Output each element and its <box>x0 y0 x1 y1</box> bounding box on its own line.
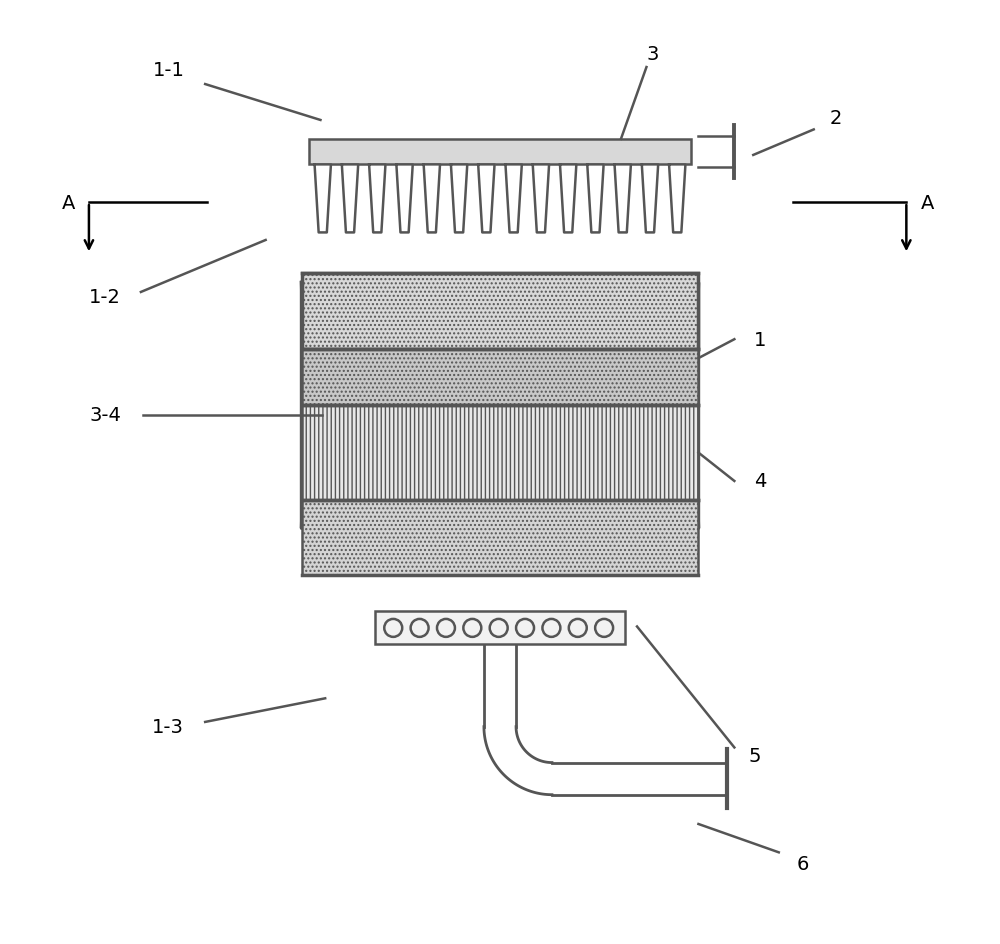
Polygon shape <box>587 165 604 233</box>
Polygon shape <box>669 165 685 233</box>
Text: 3: 3 <box>647 45 659 64</box>
Polygon shape <box>505 165 522 233</box>
Polygon shape <box>533 165 549 233</box>
Polygon shape <box>396 165 413 233</box>
Text: 1-3: 1-3 <box>151 717 183 736</box>
Bar <box>375 612 625 645</box>
Text: 2: 2 <box>829 109 842 127</box>
Polygon shape <box>560 165 576 233</box>
Text: 1: 1 <box>754 330 766 349</box>
Polygon shape <box>302 283 698 529</box>
Text: A: A <box>61 194 75 212</box>
Polygon shape <box>451 165 467 233</box>
Text: 6: 6 <box>796 854 809 873</box>
Polygon shape <box>478 165 495 233</box>
Polygon shape <box>342 165 358 233</box>
Bar <box>302 500 698 576</box>
Polygon shape <box>315 165 331 233</box>
Text: 4: 4 <box>754 472 766 491</box>
Text: A: A <box>920 194 934 212</box>
Polygon shape <box>369 165 385 233</box>
Bar <box>302 406 698 500</box>
Text: 5: 5 <box>749 746 761 765</box>
Bar <box>309 140 691 165</box>
Polygon shape <box>642 165 658 233</box>
Text: 1-2: 1-2 <box>89 288 121 307</box>
Text: 3-4: 3-4 <box>89 406 121 425</box>
Bar <box>302 349 698 406</box>
Polygon shape <box>615 165 631 233</box>
Polygon shape <box>424 165 440 233</box>
Bar <box>302 274 698 349</box>
Text: 1-1: 1-1 <box>153 61 185 80</box>
